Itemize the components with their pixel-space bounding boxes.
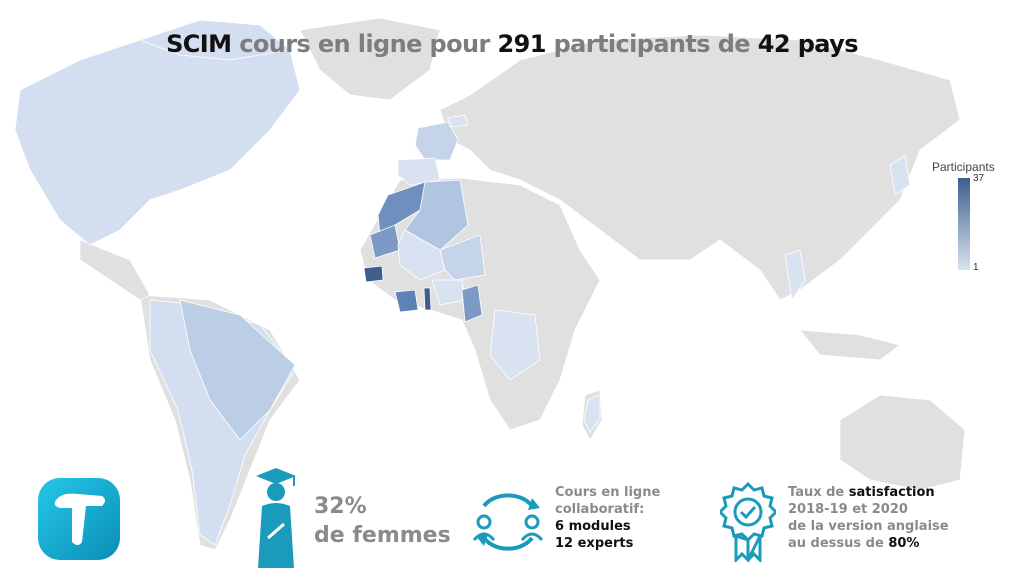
legend-title: Participants — [932, 160, 995, 174]
women-percent: 32% — [314, 494, 367, 519]
title-text-1: cours en ligne pour — [239, 30, 490, 58]
title-text-3: pays — [797, 30, 859, 58]
legend-min-label: 1 — [973, 262, 979, 273]
course-line-1: Cours en ligne — [555, 485, 661, 500]
collaboration-cycle-icon — [472, 493, 544, 551]
north-america — [14, 29, 301, 246]
france — [414, 121, 459, 161]
course-line-2: collaboratif: — [555, 502, 645, 517]
brazil — [179, 299, 296, 441]
title-participants-count: 291 — [497, 30, 547, 58]
japan — [889, 154, 911, 196]
satisfaction-line-1a: Taux de — [788, 485, 849, 500]
satisfaction-line-4a: au dessus de — [788, 536, 889, 551]
women-label: de femmes — [314, 523, 451, 548]
course-modules: 6 modules — [555, 519, 631, 534]
madagascar-hl — [583, 394, 601, 433]
page-title: SCIM cours en ligne pour 291 participant… — [0, 30, 1024, 58]
title-countries-count: 42 — [757, 30, 791, 58]
legend-gradient-bar — [958, 178, 970, 270]
senegal — [363, 265, 384, 283]
satisfaction-percent: 80% — [888, 536, 920, 551]
cote-divoire — [394, 289, 419, 313]
australia — [839, 394, 966, 491]
legend-max-label: 37 — [973, 173, 985, 184]
satisfaction-stat: Taux de satisfaction 2018-19 et 2020 de … — [788, 484, 949, 552]
niger — [439, 234, 486, 281]
course-stat: Cours en ligne collaboratif: 6 modules 1… — [555, 484, 660, 552]
satisfaction-years: 2018-19 et 2020 — [788, 502, 908, 517]
central-america — [79, 239, 151, 301]
satisfaction-version: de la version anglaise — [788, 519, 949, 534]
women-stat: 32% de femmes — [314, 492, 451, 550]
award-badge-icon — [720, 482, 776, 562]
teaching-logo-icon — [38, 478, 120, 560]
togo — [423, 287, 432, 311]
satisfaction-word: satisfaction — [848, 485, 935, 500]
graduate-woman-icon — [256, 468, 296, 568]
indonesia — [799, 329, 901, 361]
canada-north — [138, 19, 291, 61]
greenland — [299, 17, 441, 101]
title-acronym: SCIM — [166, 30, 232, 58]
course-experts: 12 experts — [555, 536, 634, 551]
vietnam — [784, 249, 806, 302]
drc — [489, 309, 541, 381]
belgium — [447, 114, 469, 128]
cameroon — [461, 284, 483, 323]
title-text-2: participants de — [553, 30, 751, 58]
map-legend: Participants 37 1 — [928, 158, 1018, 278]
eurasia — [439, 34, 961, 301]
